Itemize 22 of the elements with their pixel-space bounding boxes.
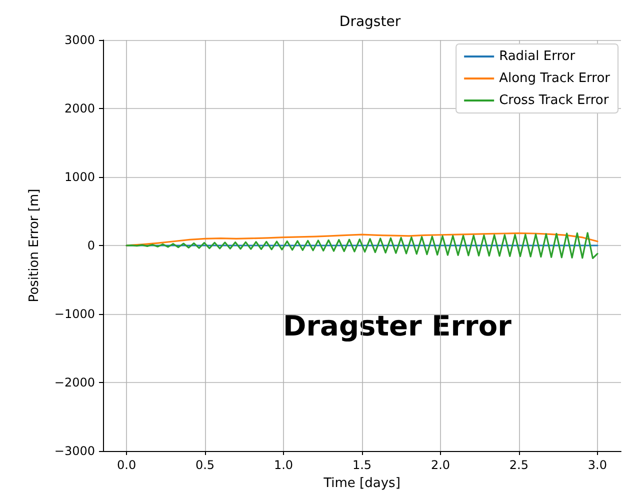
x-tick-label: 0.0 — [117, 458, 136, 472]
y-tick-label: −1000 — [54, 307, 95, 321]
x-tick-label: 2.5 — [509, 458, 529, 472]
x-axis-title: Time [days] — [322, 476, 400, 491]
annotation: Dragster Error — [283, 310, 512, 342]
y-tick-label: 0 — [87, 238, 95, 252]
y-tick-label: 3000 — [64, 33, 95, 47]
y-tick-label: 2000 — [64, 102, 95, 116]
x-tick-label: 0.5 — [195, 458, 215, 472]
y-tick-label: 1000 — [64, 170, 95, 184]
x-tick-label: 1.5 — [352, 458, 372, 472]
x-tick-label: 2.0 — [430, 458, 450, 472]
legend-label: Along Track Error — [499, 71, 611, 86]
chart-title: Dragster — [339, 14, 401, 30]
y-axis-title: Position Error [m] — [27, 188, 42, 302]
x-tick-label: 3.0 — [588, 458, 607, 472]
legend-label: Radial Error — [499, 49, 576, 64]
x-tick-label: 1.0 — [274, 458, 294, 472]
legend-label: Cross Track Error — [499, 93, 610, 108]
y-tick-label: −2000 — [54, 376, 95, 390]
y-tick-label: −3000 — [54, 444, 95, 458]
line-series — [126, 232, 598, 260]
